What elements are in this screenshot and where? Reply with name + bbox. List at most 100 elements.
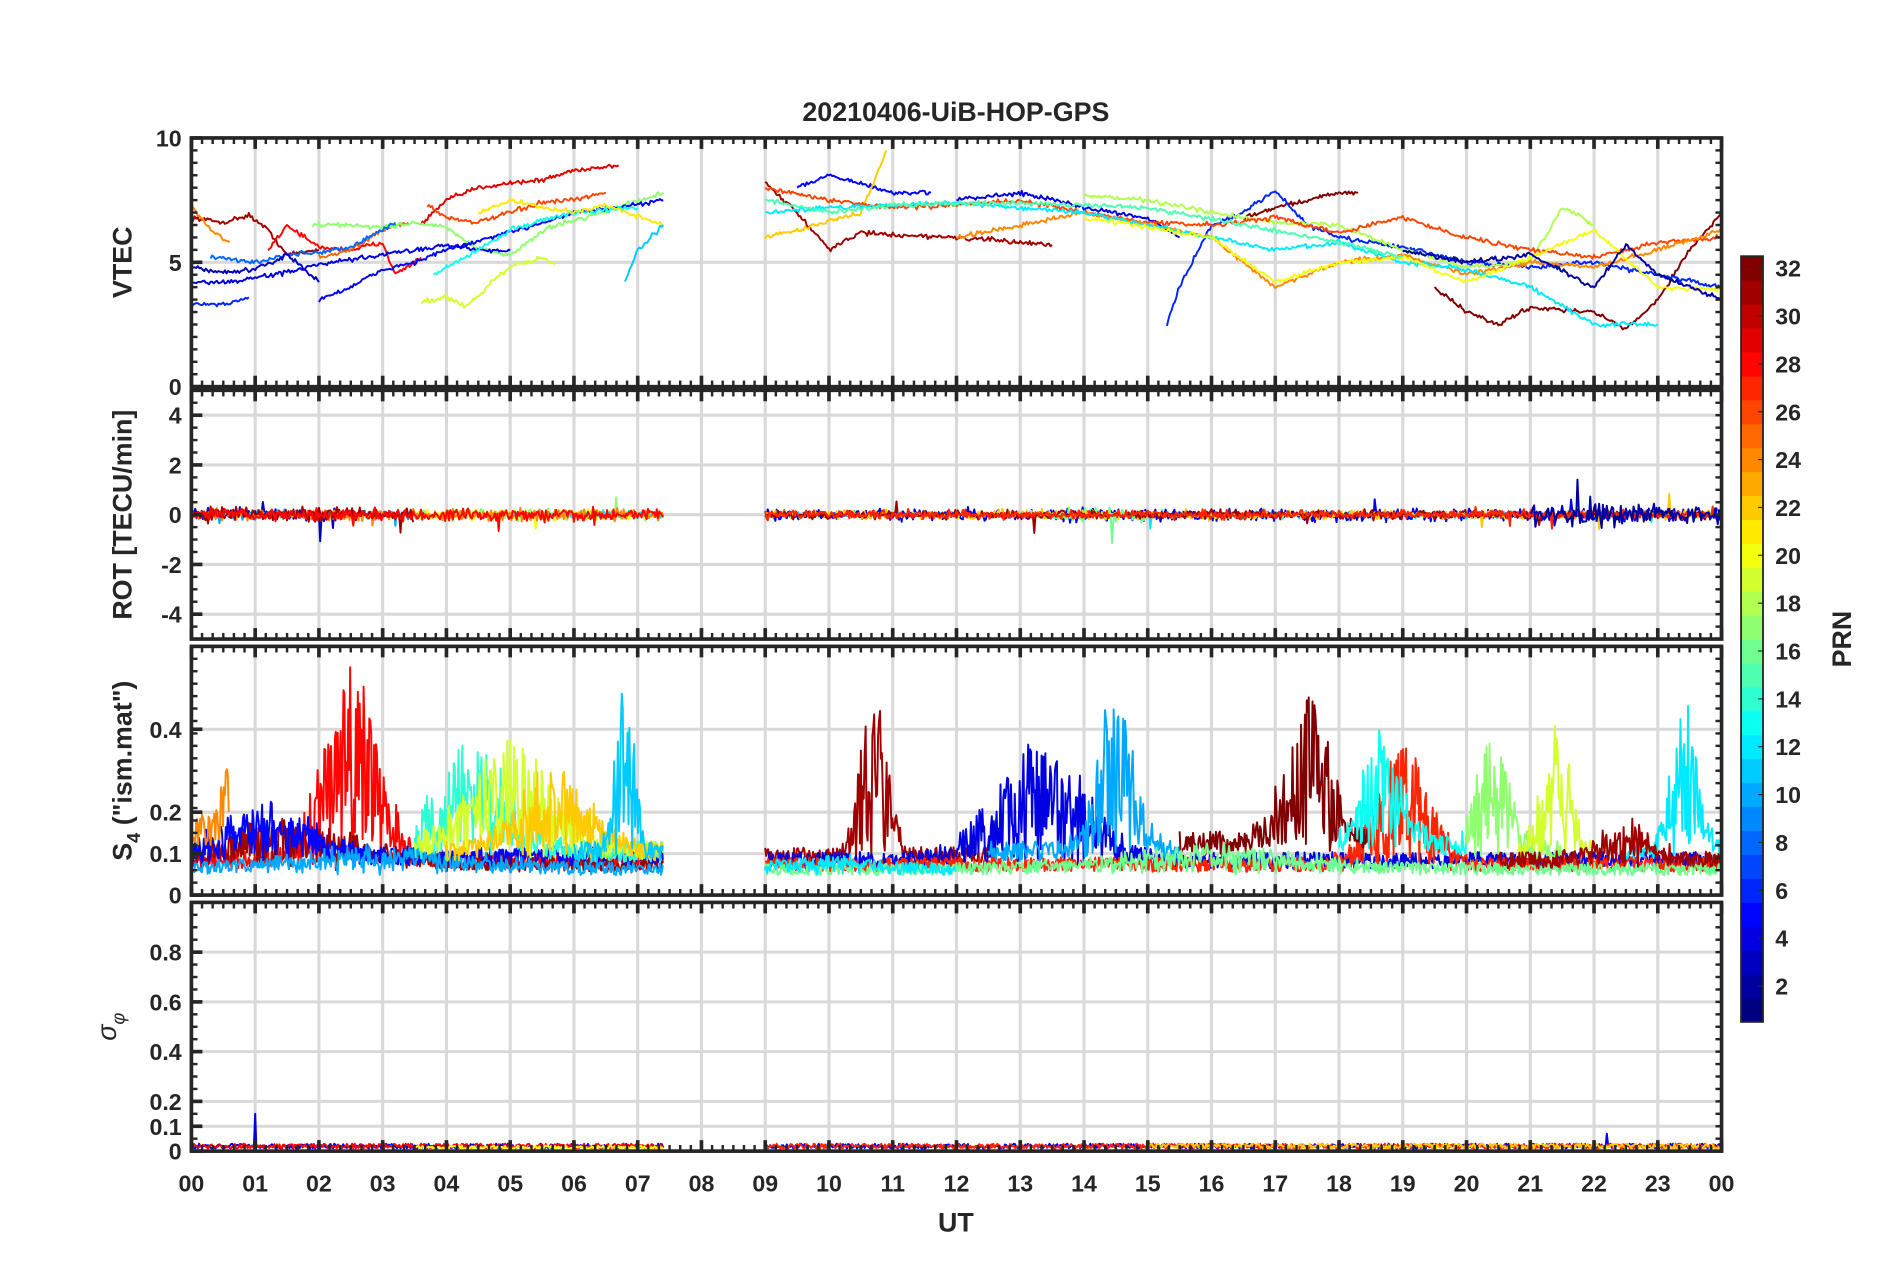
panel-2: -4 -2 0 2 4 ROT [TECU/min]	[108, 388, 1724, 641]
rot-line-prn-28	[191, 505, 665, 532]
vtec-line-prn-17	[311, 191, 664, 258]
x-tick-label: 15	[1135, 1170, 1161, 1196]
vtec-line-prn-11	[624, 224, 665, 282]
y-tick-label: 0	[169, 883, 182, 909]
x-tick-label: 09	[752, 1170, 778, 1196]
colorbar-swatch-prn-2	[1741, 974, 1764, 999]
series-group	[191, 478, 1722, 544]
y-label-rest: ("ism.mat")	[108, 681, 138, 833]
s4-line-prn-22	[445, 770, 664, 862]
y-axis-label: σφ	[92, 1013, 129, 1041]
chart-title: 20210406-UiB-HOP-GPS	[802, 97, 1109, 127]
axes-box	[189, 136, 1724, 389]
x-tick-label: 06	[561, 1170, 587, 1196]
y-label-subscript: 4	[123, 832, 144, 843]
x-tick-label: 02	[306, 1170, 332, 1196]
x-tick-label: 08	[689, 1170, 715, 1196]
colorbar-box	[1740, 255, 1764, 1023]
y-axis-label: ROT [TECU/min]	[108, 410, 138, 620]
vtec-line-prn-26	[764, 186, 1722, 260]
vtec-line-prn-5	[796, 173, 932, 196]
x-tick-label: 03	[370, 1170, 396, 1196]
colorbar-tick-label: 6	[1775, 878, 1788, 904]
series-group	[191, 149, 1722, 331]
sigma-phi-line-prn-4	[191, 1112, 665, 1150]
colorbar-swatch-prn-11	[1741, 758, 1764, 784]
colorbar-swatch-prn-19	[1741, 567, 1764, 592]
colorbar-swatch-prn-31	[1741, 280, 1764, 305]
s4-line-prn-17	[1465, 742, 1563, 863]
y-tick-label: 0.8	[149, 940, 181, 966]
colorbar-tick-label: 32	[1775, 256, 1801, 282]
x-tick-label: 00	[179, 1170, 205, 1196]
rot-line-prn-3	[191, 501, 351, 543]
y-tick-label: 0.1	[149, 841, 181, 867]
y-label-subscript: φ	[107, 1013, 128, 1025]
y-axis-label: VTEC	[108, 227, 138, 299]
colorbar-tick-label: 22	[1775, 495, 1801, 521]
panel-1: 0 5 10 VTEC	[108, 125, 1724, 400]
vtec-line-prn-15	[765, 198, 1404, 260]
y-tick-label: 0.6	[149, 989, 181, 1015]
s4-line-prn-11	[573, 692, 664, 863]
x-tick-label: 13	[1007, 1170, 1033, 1196]
y-tick-label: -4	[161, 602, 182, 628]
colorbar-swatch-prn-8	[1741, 830, 1764, 856]
colorbar-tick-label: 12	[1775, 734, 1801, 760]
colorbar-tick-label: 2	[1775, 974, 1788, 1000]
colorbar-swatch-prn-26	[1741, 399, 1764, 425]
x-tick-label: 05	[497, 1170, 523, 1196]
colorbar-tick-label: 8	[1775, 830, 1788, 856]
vtec-line-prn-18	[1083, 193, 1595, 270]
y-tick-label: 2	[169, 452, 182, 478]
y-tick-label: 0.2	[149, 1089, 181, 1115]
y-tick-label: 0	[169, 374, 182, 400]
colorbar-swatch-prn-7	[1741, 854, 1764, 879]
colorbar-swatch-prn-9	[1741, 806, 1764, 832]
colorbar-swatch-prn-20	[1741, 543, 1764, 568]
colorbar-swatch-prn-16	[1741, 639, 1764, 664]
x-tick-label: 01	[242, 1170, 268, 1196]
colorbar-tick-label: 30	[1775, 304, 1801, 330]
x-tick-label: 14	[1071, 1170, 1097, 1196]
y-tick-label: 0.2	[149, 800, 181, 826]
x-tick-label: 17	[1262, 1170, 1288, 1196]
vtec-line-prn-29	[420, 163, 620, 226]
axes-box	[189, 900, 1724, 1153]
vtec-line-prn-24	[191, 203, 231, 244]
colorbar-swatch-prn-18	[1741, 591, 1764, 616]
rot-line-prn-27	[764, 505, 1722, 530]
s4-line-prn-24	[191, 768, 230, 846]
colorbar-tick-label: 26	[1775, 399, 1801, 425]
s4-line-prn-10	[987, 708, 1180, 863]
colorbar-tick-label: 18	[1775, 591, 1801, 617]
colorbar-tick-label: 20	[1775, 543, 1801, 569]
colorbar-swatch-prn-12	[1741, 734, 1764, 760]
s4-line-prn-32	[1178, 696, 1371, 856]
colorbar-tick-label: 10	[1775, 782, 1801, 808]
x-tick-label: 12	[944, 1170, 970, 1196]
s4-line-prn-31	[1497, 817, 1722, 870]
colorbar-swatch-prn-5	[1741, 902, 1764, 927]
colorbar-swatch-prn-23	[1741, 471, 1764, 497]
colorbar-swatch-prn-1	[1741, 997, 1764, 1023]
colorbar-swatch-prn-10	[1741, 782, 1764, 808]
vtec-line-prn-4	[956, 189, 1181, 239]
vtec-line-prn-4	[191, 243, 511, 286]
vtec-line-prn-26	[426, 191, 607, 225]
y-tick-label: 4	[169, 403, 182, 429]
colorbar-tick-label: 4	[1775, 926, 1788, 952]
y-label-main: S	[108, 843, 138, 861]
vtec-line-prn-32	[1243, 190, 1359, 220]
s4-line-prn-31	[764, 710, 990, 867]
axes-box	[189, 388, 1724, 641]
y-label-main: σ	[92, 1024, 122, 1041]
y-tick-label: -2	[161, 552, 182, 578]
x-tick-label: 22	[1581, 1170, 1607, 1196]
x-tick-label: 20	[1454, 1170, 1480, 1196]
s4-line-prn-16	[764, 842, 1722, 877]
vtec-line-prn-8	[209, 221, 397, 265]
